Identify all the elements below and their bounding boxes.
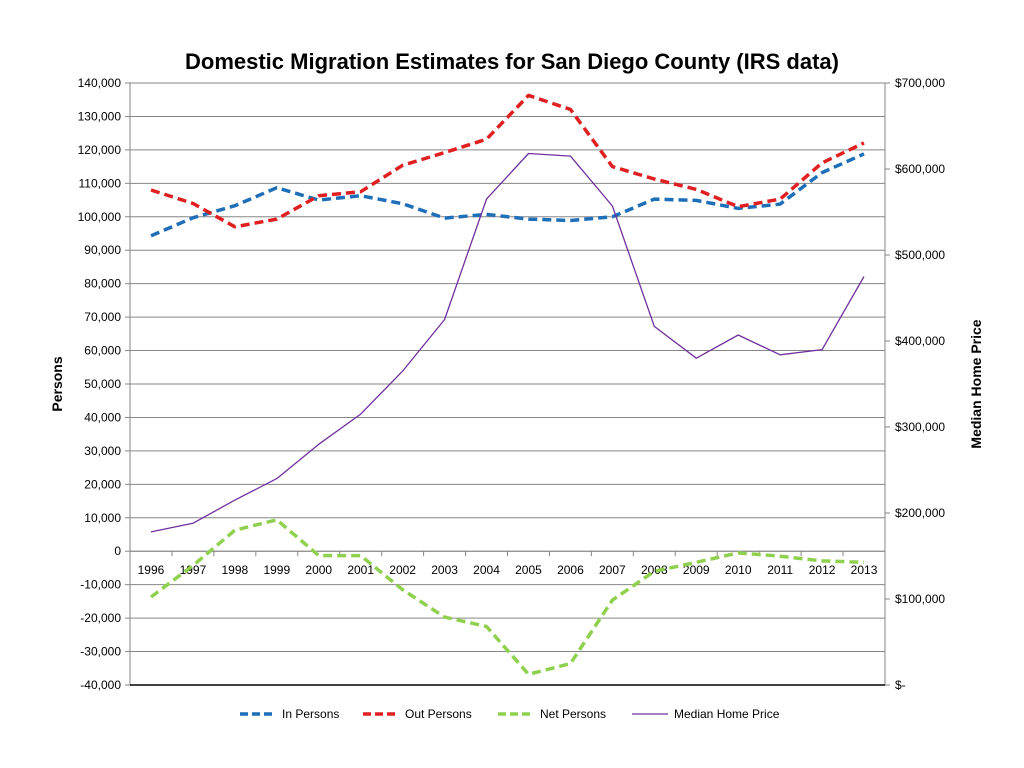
legend: In Persons Out Persons Net Persons Median H…: [240, 707, 780, 721]
series-line-out-persons: [150, 93, 865, 229]
series-line-net-persons: [149, 518, 865, 677]
legend-label: Net Persons: [540, 707, 606, 721]
x-tick-label: 2001: [347, 563, 374, 577]
x-tick-label: 2003: [431, 563, 458, 577]
right-axis-label: Median Home Price: [968, 319, 984, 448]
right-tick-label: $100,000: [895, 592, 945, 606]
legend-item-net-persons: Net Persons: [498, 707, 606, 721]
x-axis-ticks: 1996 1997 1998 1999 2000 2001 2002 2003 2004 2005…: [129, 551, 886, 577]
left-axis-label: Persons: [49, 356, 65, 411]
left-tick-label: -10,000: [80, 578, 121, 592]
left-tick-label: 20,000: [84, 477, 121, 491]
right-tick-label: $700,000: [895, 76, 945, 90]
series-line-in-persons: [150, 152, 865, 238]
series-lines: [149, 93, 865, 677]
x-tick-label: 2012: [809, 563, 836, 577]
legend-item-out-persons: Out Persons: [363, 707, 472, 721]
legend-item-median-home-price: Median Home Price: [632, 707, 780, 721]
chart-title: Domestic Migration Estimates for San Die…: [185, 49, 839, 74]
x-tick-label: 1999: [263, 563, 290, 577]
left-tick-label: 140,000: [78, 76, 122, 90]
x-tick-label: 1996: [138, 563, 165, 577]
x-tick-label: 2010: [725, 563, 752, 577]
right-tick-label: $200,000: [895, 506, 945, 520]
left-tick-label: 70,000: [84, 310, 121, 324]
left-tick-label: 50,000: [84, 377, 121, 391]
right-axis-ticks: $- $100,000 $200,000 $300,000 $400,000 $500,0…: [885, 76, 945, 692]
left-axis-ticks: -40,000 -30,000 -20,000 -10,000 0 10,000 20,00…: [78, 76, 130, 692]
right-tick-label: $400,000: [895, 334, 945, 348]
left-tick-label: 110,000: [79, 176, 122, 190]
x-tick-label: 2005: [515, 563, 542, 577]
x-tick-label: 2013: [851, 563, 878, 577]
legend-label: In Persons: [282, 707, 339, 721]
left-tick-label: 60,000: [84, 344, 121, 358]
left-tick-label: 40,000: [84, 410, 121, 424]
left-tick-label: 120,000: [78, 143, 122, 157]
x-tick-label: 2000: [305, 563, 332, 577]
left-tick-label: 100,000: [78, 210, 122, 224]
right-tick-label: $600,000: [895, 162, 945, 176]
right-tick-label: $300,000: [895, 420, 945, 434]
x-tick-label: 2007: [599, 563, 626, 577]
right-tick-label: $-: [895, 678, 906, 692]
series-line-median-home-price: [150, 152, 865, 533]
left-tick-label: 0: [114, 544, 121, 558]
left-tick-label: 130,000: [78, 109, 122, 123]
x-tick-label: 1997: [180, 563, 207, 577]
left-tick-label: -30,000: [80, 645, 121, 659]
legend-label: Median Home Price: [674, 707, 780, 721]
gridlines: [130, 82, 885, 686]
left-tick-label: 80,000: [84, 277, 121, 291]
legend-label: Out Persons: [405, 707, 472, 721]
left-tick-label: -40,000: [80, 678, 121, 692]
x-tick-label: 2009: [683, 563, 710, 577]
legend-item-in-persons: In Persons: [240, 707, 339, 721]
left-tick-label: 30,000: [84, 444, 121, 458]
left-tick-label: 90,000: [84, 243, 121, 257]
x-tick-label: 2002: [389, 563, 416, 577]
x-tick-label: 1998: [222, 563, 249, 577]
left-tick-label: -20,000: [80, 611, 121, 625]
x-tick-label: 2006: [557, 563, 584, 577]
x-tick-label: 2011: [767, 563, 793, 577]
x-tick-label: 2004: [473, 563, 500, 577]
left-tick-label: 10,000: [84, 511, 121, 525]
right-tick-label: $500,000: [895, 248, 945, 262]
